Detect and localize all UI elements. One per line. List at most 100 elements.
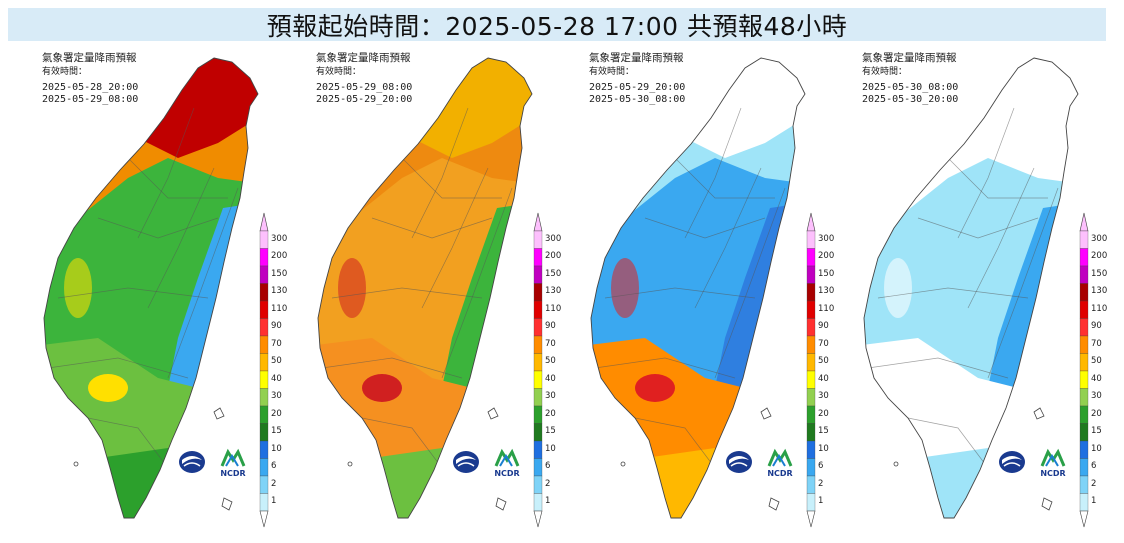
scale-label: 10: [545, 443, 556, 454]
scale-label: 50: [818, 356, 829, 367]
scale-label: 30: [1091, 391, 1102, 402]
scale-swatch: [533, 440, 543, 459]
coastline: [863, 57, 1079, 519]
scale-top-arrow: [806, 212, 816, 232]
svg-text:NCDR: NCDR: [1040, 469, 1065, 478]
scale-swatch: [806, 423, 816, 442]
scale-swatch: [1079, 458, 1089, 477]
valid-start: 2025-05-29_20:00: [589, 82, 686, 93]
scale-label: 40: [545, 373, 556, 384]
scale-label: 15: [271, 426, 282, 437]
scale-top-arrow: [1079, 212, 1089, 232]
scale-label: 50: [1091, 356, 1102, 367]
scale-label: 2: [271, 478, 277, 489]
scale-label: 110: [545, 303, 562, 314]
rain-zone-coast: [64, 258, 92, 318]
scale-label: 300: [545, 233, 562, 244]
scale-label: 300: [818, 233, 835, 244]
scale-swatch: [806, 283, 816, 302]
county-boundary: [967, 167, 1035, 309]
rain-zone-southtip: [98, 448, 178, 518]
county-boundary: [634, 417, 716, 469]
scale-swatch: [806, 230, 816, 249]
scale-label: 6: [271, 461, 277, 472]
orchid-island: [1041, 497, 1053, 511]
rain-zone-southtip: [918, 448, 998, 518]
scale-label: 130: [1091, 286, 1108, 297]
scale-label: 40: [1091, 373, 1102, 384]
scale-swatch: [533, 405, 543, 424]
scale-label: 10: [271, 443, 282, 454]
scale-swatch: [259, 493, 269, 512]
scale-swatch: [1079, 265, 1089, 284]
scale-swatch: [1079, 300, 1089, 319]
scale-label: 90: [1091, 321, 1102, 332]
scale-label: 90: [271, 321, 282, 332]
scale-swatch: [806, 353, 816, 372]
county-boundary: [127, 157, 228, 199]
scale-swatch: [259, 248, 269, 267]
scale-swatch: [533, 458, 543, 477]
color-scale: 300 200 150 130 110 90 70 50 40 30 20 15 10 6 2 1: [1078, 211, 1108, 531]
color-scale: 300 200 150 130 110 90 70 50 40 30 20 15 10 6 2 1: [532, 211, 562, 531]
scale-label: 6: [545, 461, 551, 472]
county-boundary: [684, 107, 742, 239]
panel-title: 氣象署定量降雨預報: [316, 52, 411, 64]
scale-swatch: [259, 300, 269, 319]
scale-swatch: [259, 475, 269, 494]
scale-swatch: [533, 248, 543, 267]
scale-label: 40: [818, 373, 829, 384]
panel-subtitle: 有效時間：: [316, 67, 362, 77]
liuqiu-island: [347, 461, 353, 467]
valid-end: 2025-05-29_08:00: [42, 94, 139, 105]
taiwan-map-3: [590, 57, 806, 519]
scale-label: 150: [271, 268, 288, 279]
green-island: [487, 407, 499, 420]
agency-logos: NCDR: [999, 448, 1066, 478]
county-boundary: [321, 357, 463, 379]
rain-zone-coast: [611, 258, 639, 318]
scale-swatch: [533, 283, 543, 302]
scale-label: 130: [545, 286, 562, 297]
forecast-panel-2: 氣象署定量降雨預報 有效時間： 2025-05-29_08:00 2025-05…: [292, 48, 564, 538]
scale-label: 6: [1091, 461, 1097, 472]
scale-label: 15: [545, 426, 556, 437]
panel-title: 氣象署定量降雨預報: [862, 52, 957, 64]
scale-label: 40: [271, 373, 282, 384]
scale-swatch: [1079, 405, 1089, 424]
scale-swatch: [533, 230, 543, 249]
scale-swatch: [533, 370, 543, 389]
scale-label: 110: [818, 303, 835, 314]
panel-header: 氣象署定量降雨預報 有效時間： 2025-05-30_08:00 2025-05…: [862, 52, 958, 106]
taiwan-map-4: [863, 57, 1079, 519]
scale-label: 10: [818, 443, 829, 454]
scale-label: 70: [271, 338, 282, 349]
scale-swatch: [806, 248, 816, 267]
scale-label: 90: [818, 321, 829, 332]
panel-header: 氣象署定量降雨預報 有效時間： 2025-05-28_20:00 2025-05…: [42, 52, 138, 106]
panel-header: 氣象署定量降雨預報 有效時間： 2025-05-29_08:00 2025-05…: [316, 52, 412, 106]
valid-end: 2025-05-30_20:00: [862, 94, 959, 105]
panel-title: 氣象署定量降雨預報: [42, 52, 137, 64]
scale-swatch: [806, 300, 816, 319]
scale-swatch: [806, 493, 816, 512]
scale-label: 130: [271, 286, 288, 297]
valid-end: 2025-05-30_08:00: [589, 94, 686, 105]
scale-swatch: [533, 300, 543, 319]
scale-swatch: [1079, 423, 1089, 442]
rain-zone-coast: [338, 258, 366, 318]
scale-label: 150: [1091, 268, 1108, 279]
orchid-island: [495, 497, 507, 511]
taiwan-map-1: [43, 57, 259, 519]
panel-subtitle: 有效時間：: [589, 67, 635, 77]
scale-label: 20: [271, 408, 282, 419]
county-boundary: [167, 187, 239, 379]
scale-swatch: [1079, 388, 1089, 407]
scale-label: 20: [1091, 408, 1102, 419]
county-boundary: [694, 167, 762, 309]
ncdr-logo: NCDR: [494, 448, 520, 478]
scale-bottom-arrow: [259, 510, 269, 528]
scale-swatch: [259, 283, 269, 302]
scale-swatch: [806, 318, 816, 337]
agency-logos: NCDR: [453, 448, 520, 478]
